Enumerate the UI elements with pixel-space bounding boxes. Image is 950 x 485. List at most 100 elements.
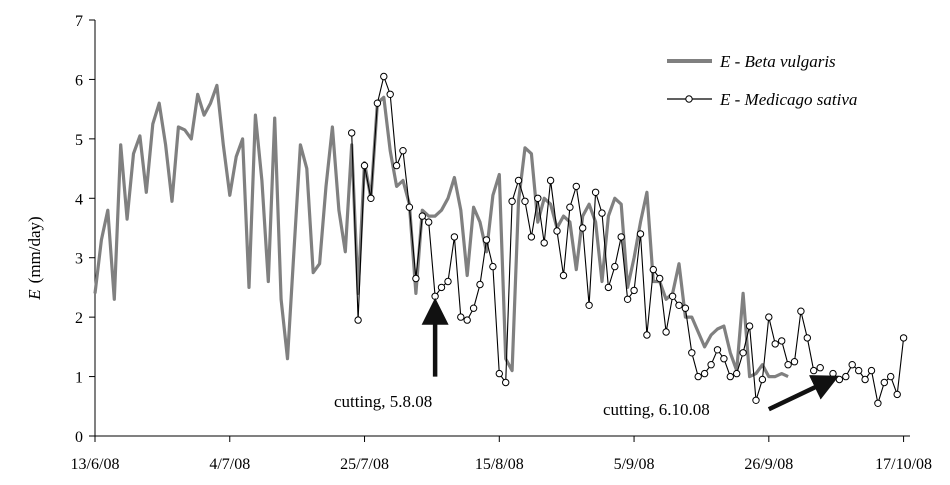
data-point [649, 265, 657, 274]
data-point [412, 274, 420, 283]
data-point [611, 262, 619, 271]
data-point [546, 176, 555, 185]
data-point [739, 349, 747, 357]
data-point [790, 358, 799, 366]
data-point [598, 209, 606, 217]
data-point [745, 322, 754, 330]
data-point [585, 301, 593, 309]
data-point [681, 304, 690, 312]
data-point [579, 224, 587, 232]
data-point [405, 203, 414, 211]
data-point [861, 375, 869, 384]
data-point [700, 369, 709, 378]
data-point [482, 236, 491, 244]
y-tick-label: 6 [75, 72, 83, 89]
y-axis-symbol: E [25, 289, 44, 301]
data-point [733, 369, 741, 378]
data-point [566, 203, 574, 211]
data-point [514, 176, 523, 185]
data-point [855, 366, 863, 375]
data-point [713, 346, 722, 354]
y-tick-label: 2 [75, 310, 83, 327]
y-tick-label: 0 [75, 429, 83, 446]
data-point [778, 337, 786, 345]
data-point [360, 161, 369, 170]
data-point [662, 328, 670, 336]
y-tick-label: 5 [75, 132, 83, 149]
x-tick-label: 17/10/08 [875, 456, 932, 473]
data-point [489, 262, 497, 271]
legend: E - Beta vulgaris E - Medicago sativa [667, 52, 857, 109]
data-point [797, 307, 805, 315]
data-point [688, 349, 696, 357]
data-point [643, 331, 651, 339]
data-point [508, 197, 516, 206]
data-point [816, 364, 824, 372]
data-point [810, 366, 818, 375]
data-point [463, 316, 471, 324]
data-point [476, 280, 484, 289]
data-point [880, 378, 888, 387]
data-point [656, 274, 664, 283]
data-point [521, 197, 529, 206]
x-tick-label: 25/7/08 [340, 456, 389, 473]
data-point [348, 129, 356, 137]
data-point [540, 239, 548, 247]
data-point [469, 304, 478, 312]
data-point [765, 313, 773, 321]
x-tick-label: 5/9/08 [614, 456, 655, 473]
y-tick-label: 3 [75, 251, 83, 268]
data-point [874, 399, 882, 407]
data-point [887, 372, 895, 381]
x-tick-label: 15/8/08 [475, 456, 524, 473]
data-point [867, 366, 876, 375]
data-point [758, 375, 767, 384]
data-point [623, 295, 632, 303]
data-point [502, 378, 510, 387]
legend-label-beta: E - Beta vulgaris [719, 52, 836, 71]
data-point [848, 361, 856, 369]
y-axis-label: E (mm/day) [25, 216, 44, 300]
data-point [636, 230, 645, 238]
legend-label-medicago: E - Medicago sativa [719, 90, 857, 109]
data-point [835, 375, 844, 384]
data-point [675, 301, 683, 309]
data-point [444, 277, 452, 286]
data-point [553, 227, 561, 235]
data-point [617, 233, 625, 241]
series-layer [93, 72, 908, 407]
data-point [431, 292, 439, 300]
x-tick-label: 26/9/08 [744, 456, 793, 473]
data-point [771, 340, 779, 348]
data-point [893, 390, 901, 399]
series-medicago-sativa [348, 72, 908, 407]
data-point [392, 161, 401, 170]
axes: 0 1 2 3 4 5 6 7 13/6/08 4/7/08 25/7/08 15/8/08 5/9/0… [71, 13, 932, 473]
data-point [425, 218, 433, 226]
data-point [668, 292, 677, 300]
annotation-cutting-1: cutting, 5.8.08 [334, 392, 432, 411]
data-point [604, 283, 613, 292]
data-point [694, 372, 702, 381]
data-point [418, 212, 426, 220]
y-tick-label: 7 [75, 13, 83, 30]
data-point [726, 372, 734, 381]
data-point [534, 194, 542, 203]
data-point [829, 369, 837, 378]
series-line-medicago [351, 75, 821, 401]
data-point [784, 361, 792, 369]
data-point [752, 396, 760, 404]
data-point [386, 90, 394, 99]
data-point [572, 182, 580, 191]
data-point [630, 286, 638, 295]
data-point [437, 283, 446, 292]
data-point [495, 369, 503, 378]
series-line-beta [93, 83, 789, 379]
data-point [707, 361, 715, 369]
series-beta-vulgaris [93, 83, 789, 379]
data-point [450, 233, 459, 241]
data-point [380, 72, 388, 81]
data-point [899, 334, 908, 342]
data-point [527, 233, 536, 241]
